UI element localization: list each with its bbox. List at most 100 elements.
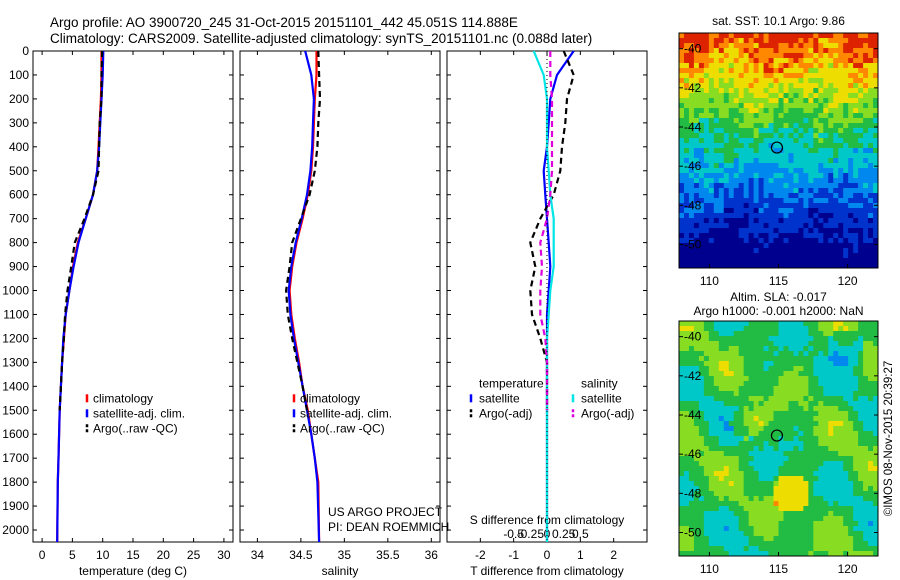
sst-cell [788, 133, 795, 139]
sla-cell [683, 336, 690, 342]
sla-cell [853, 406, 859, 412]
sla-cell [723, 431, 730, 437]
sst-cell [698, 183, 705, 189]
sst-cell [743, 128, 750, 134]
sla-cell [778, 496, 785, 502]
sla-cell [833, 511, 839, 517]
sla-cell [748, 401, 755, 407]
sla-cell [868, 466, 874, 472]
sla-cell [858, 371, 864, 377]
sst-cell [693, 253, 700, 259]
sst-cell [698, 213, 705, 219]
sst-cell [738, 128, 745, 134]
sla-cell [683, 456, 690, 462]
sst-cell [713, 218, 720, 224]
sla-cell [803, 456, 809, 462]
sst-cell [793, 33, 799, 39]
sla-cell [808, 366, 814, 372]
sst-cell [843, 208, 849, 214]
sla-cell [813, 451, 819, 457]
sla-cell [683, 381, 690, 387]
sla-cell [868, 336, 874, 342]
sst-cell [773, 178, 780, 184]
sla-cell [838, 381, 844, 387]
sla-cell [718, 401, 725, 407]
sst-cell [788, 113, 795, 119]
sla-cell [843, 466, 849, 472]
sla-cell [798, 531, 804, 537]
sla-cell [838, 406, 844, 412]
sst-cell [868, 38, 874, 44]
sla-cell [793, 536, 799, 542]
sla-cell [828, 341, 834, 347]
sla-cell [768, 466, 775, 472]
sla-cell [813, 426, 819, 432]
sla-cell [873, 391, 878, 397]
sst-cell [798, 168, 804, 174]
sla-cell [773, 431, 780, 437]
sla-cell [813, 476, 819, 482]
sla-cell [838, 516, 844, 522]
sla-cell [763, 431, 770, 437]
sst-cell [693, 203, 700, 209]
sla-cell [828, 376, 834, 382]
sla-cell [783, 546, 790, 552]
sla-cell [679, 416, 685, 422]
sst-cell [758, 53, 765, 59]
sst-cell [848, 193, 854, 199]
sst-cell [808, 173, 814, 179]
sla-cell [873, 366, 878, 372]
sla-cell [773, 351, 780, 357]
x-tick-label: 115 [769, 274, 788, 288]
sst-cell [763, 218, 770, 224]
sst-cell [748, 118, 755, 124]
sla-cell [728, 511, 735, 517]
sla-cell [698, 501, 705, 507]
sla-cell [713, 486, 720, 492]
sst-cell [723, 88, 730, 94]
sst-cell [693, 73, 700, 79]
sla-cell [748, 496, 755, 502]
sst-cell [768, 98, 775, 104]
sla-cell [679, 421, 685, 427]
sla-cell [753, 321, 760, 327]
sla-cell [773, 521, 780, 527]
sla-cell [753, 346, 760, 352]
sla-cell [768, 481, 775, 487]
sla-cell [738, 421, 745, 427]
sst-cell [873, 233, 878, 239]
sla-cell [838, 491, 844, 497]
sst-cell [718, 128, 725, 134]
sst-cell [713, 53, 720, 59]
sla-cell [748, 366, 755, 372]
sst-cell [873, 73, 878, 79]
sst-cell [783, 143, 790, 149]
sla-cell [868, 461, 874, 467]
sla-cell [828, 466, 834, 472]
sla-cell [788, 521, 795, 527]
sla-cell [723, 336, 730, 342]
sst-cell [723, 43, 730, 49]
sla-cell [703, 456, 710, 462]
sst-cell [708, 118, 715, 124]
sst-cell [793, 53, 799, 59]
sst-cell [848, 38, 854, 44]
sst-cell [698, 223, 705, 229]
sst-cell [683, 263, 690, 268]
sst-cell [763, 158, 770, 164]
sst-cell [763, 128, 770, 134]
sla-cell [713, 421, 720, 427]
sst-cell [838, 108, 844, 114]
sst-cell [858, 153, 864, 159]
sla-cell [843, 476, 849, 482]
sst-cell [703, 158, 710, 164]
sla-cell [753, 376, 760, 382]
sla-cell [803, 426, 809, 432]
sst-cell [783, 178, 790, 184]
sst-cell [833, 93, 839, 99]
sla-cell [828, 391, 834, 397]
sla-cell [848, 486, 854, 492]
sla-cell [703, 326, 710, 332]
sst-cell [858, 148, 864, 154]
sst-cell [843, 73, 849, 79]
